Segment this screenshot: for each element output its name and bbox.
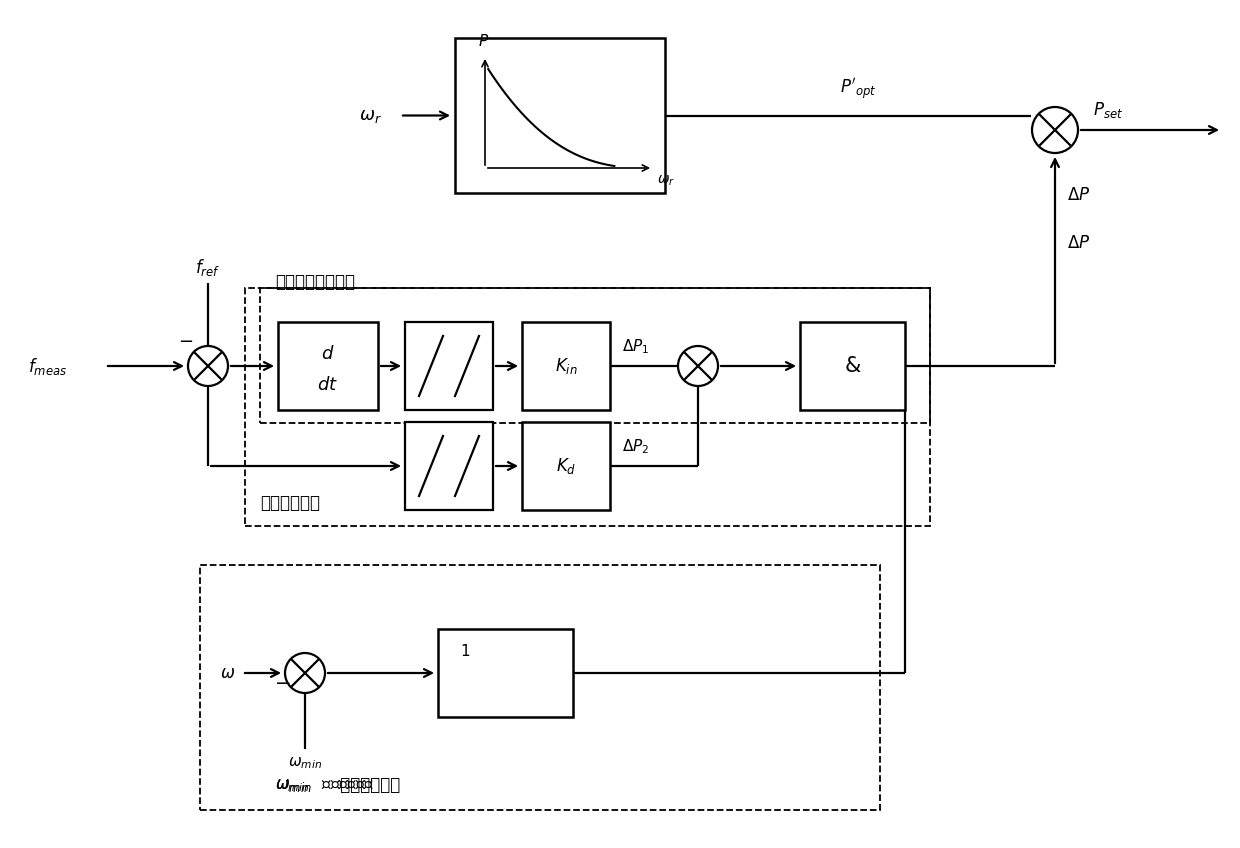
Bar (405, 322, 494, 410)
Text: $\omega_{min}$: $\omega_{min}$ (288, 755, 322, 771)
Text: $K_{in}$: $K_{in}$ (554, 356, 578, 376)
Text: $P_{set}$: $P_{set}$ (1092, 100, 1123, 120)
Bar (522, 322, 610, 410)
Text: $f_{ref}$: $f_{ref}$ (196, 257, 221, 278)
Text: &: & (844, 356, 861, 376)
Text: P: P (479, 34, 489, 49)
Text: $dt$: $dt$ (317, 377, 339, 394)
Text: $d$: $d$ (321, 344, 335, 363)
Bar (200, 565, 880, 810)
Text: $\Delta P$: $\Delta P$ (1066, 186, 1090, 204)
Text: 虚拟惯量控制模块: 虚拟惯量控制模块 (275, 273, 355, 291)
Text: $\omega_{min}$: $\omega_{min}$ (275, 778, 309, 794)
Bar (438, 629, 573, 717)
Bar (260, 288, 930, 423)
Text: $\Delta P_2$: $\Delta P_2$ (622, 438, 650, 456)
Text: 下垂控制模块: 下垂控制模块 (260, 494, 320, 512)
Text: $\omega_{min}$  转速保护模块: $\omega_{min}$ 转速保护模块 (275, 776, 374, 794)
Text: $-$: $-$ (274, 672, 290, 690)
Bar (800, 322, 905, 410)
Text: $\omega$: $\omega$ (219, 664, 236, 682)
Text: $-$: $-$ (177, 331, 193, 349)
Bar (405, 422, 494, 510)
Text: $\Delta P$: $\Delta P$ (1066, 234, 1090, 252)
Text: 转速保护模块: 转速保护模块 (335, 776, 401, 794)
Text: $\omega_r$: $\omega_r$ (657, 174, 675, 188)
Text: $P'_{opt}$: $P'_{opt}$ (841, 76, 877, 102)
Bar (522, 422, 610, 510)
Text: $\omega_r$: $\omega_r$ (358, 107, 382, 125)
Bar (278, 322, 378, 410)
Text: $\Delta P_1$: $\Delta P_1$ (622, 338, 650, 356)
Text: $K_d$: $K_d$ (556, 456, 577, 476)
Text: $f_{meas}$: $f_{meas}$ (29, 355, 67, 377)
Bar (455, 38, 665, 193)
Bar (246, 288, 930, 526)
Text: 1: 1 (460, 644, 470, 660)
